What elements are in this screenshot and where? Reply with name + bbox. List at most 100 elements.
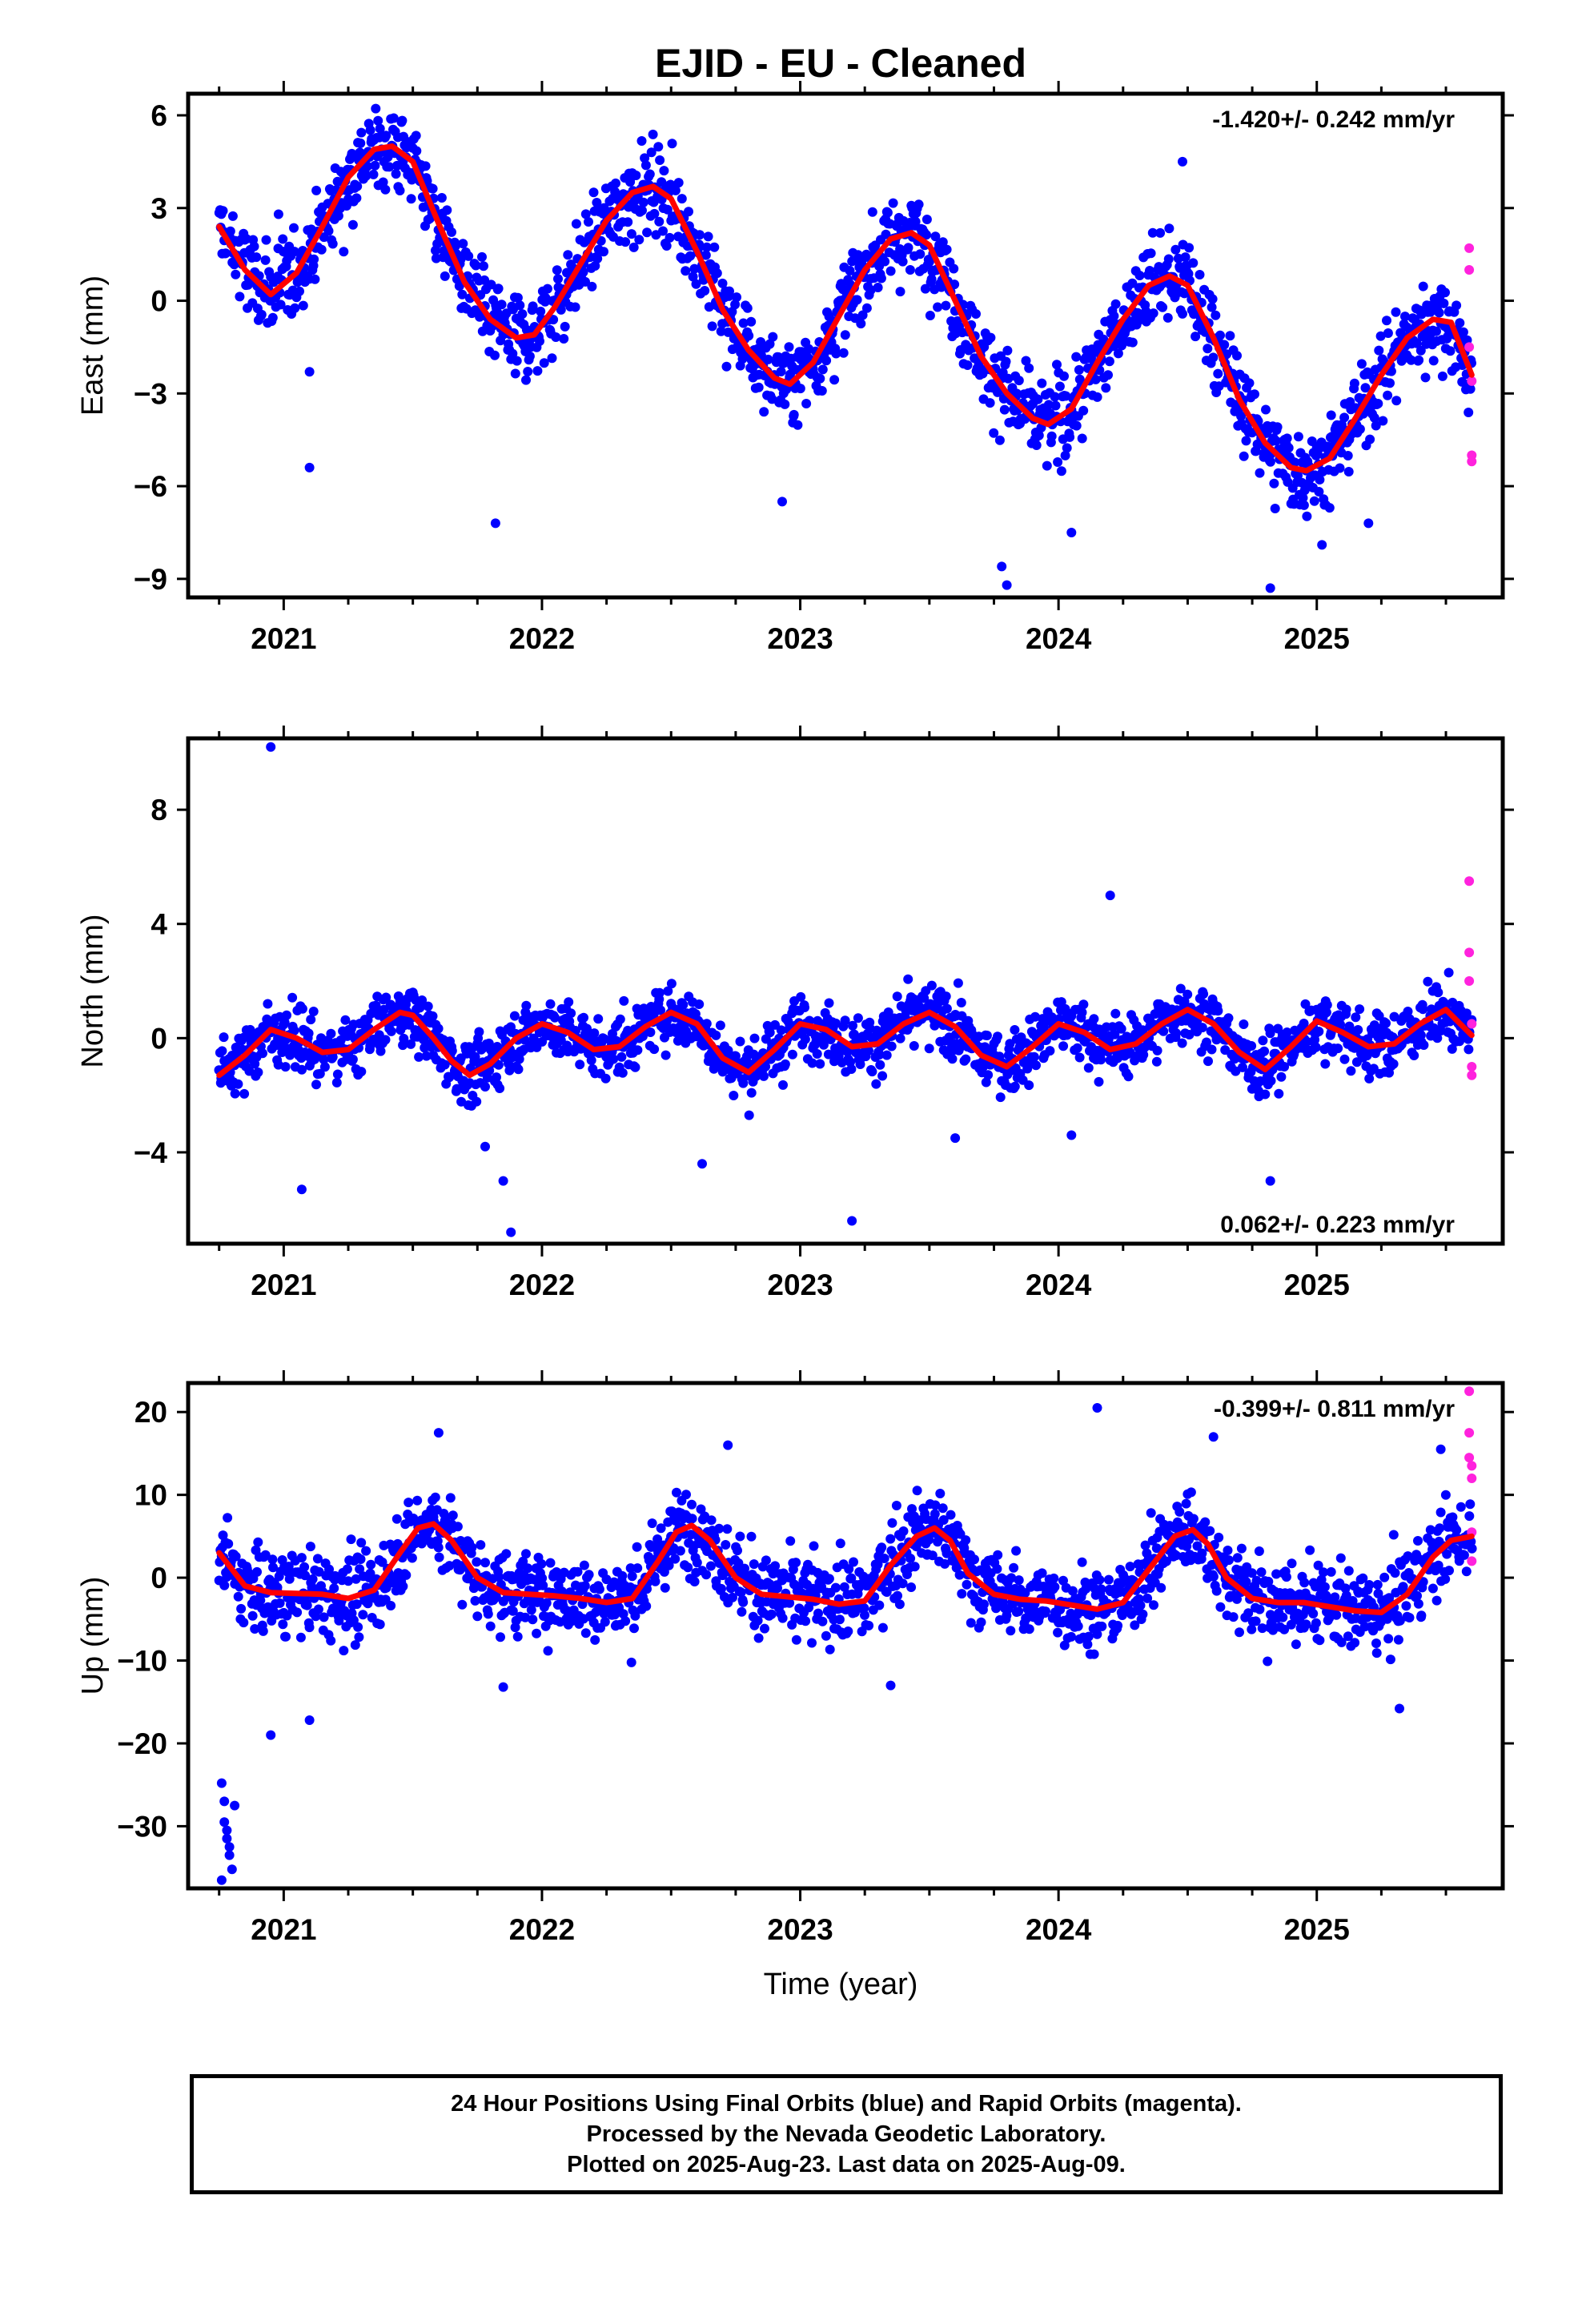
final-orbit-point <box>881 1050 892 1060</box>
final-orbit-point <box>551 332 561 342</box>
final-orbit-point <box>891 1501 901 1510</box>
final-orbit-point <box>840 1015 850 1026</box>
final-orbit-point <box>1265 456 1275 467</box>
final-orbit-point <box>885 266 896 276</box>
final-orbit-point <box>924 256 934 267</box>
final-orbit-point <box>709 242 720 252</box>
final-orbit-point <box>1151 1056 1162 1067</box>
rapid-orbit-point <box>1464 947 1475 958</box>
final-orbit-point <box>290 303 300 313</box>
x-tick-label: 2022 <box>509 1269 575 1301</box>
final-orbit-point <box>1211 310 1221 320</box>
final-orbit-point <box>926 274 937 284</box>
final-orbit-point <box>824 1574 834 1584</box>
plot-area-east <box>214 103 1477 593</box>
final-orbit-point <box>617 1570 628 1581</box>
final-orbit-point <box>590 261 600 271</box>
final-orbit-point <box>323 226 334 236</box>
final-orbit-point <box>733 1546 742 1556</box>
final-orbit-point <box>777 1613 788 1623</box>
final-orbit-point <box>992 1564 1002 1574</box>
final-orbit-point <box>471 260 481 271</box>
final-orbit-point <box>716 326 726 336</box>
final-orbit-point <box>907 1504 917 1514</box>
final-orbit-point <box>1195 270 1205 279</box>
final-orbit-point <box>1287 1558 1297 1569</box>
final-orbit-point <box>848 1020 857 1031</box>
final-orbit-point <box>1298 493 1308 503</box>
final-orbit-point <box>905 265 915 275</box>
final-orbit-point <box>1251 1575 1262 1586</box>
final-orbit-point <box>579 1560 589 1570</box>
final-orbit-point <box>371 103 381 114</box>
final-orbit-point <box>930 1509 940 1519</box>
final-orbit-point <box>648 129 658 139</box>
final-orbit-point <box>696 1504 706 1514</box>
final-orbit-point <box>1272 422 1283 432</box>
final-orbit-point <box>457 289 468 300</box>
final-orbit-point <box>1247 1624 1257 1634</box>
final-orbit-point <box>742 303 753 313</box>
final-orbit-point <box>1261 404 1271 415</box>
final-orbit-point <box>1431 326 1441 336</box>
final-orbit-point <box>283 1562 294 1572</box>
final-orbit-point <box>430 1492 440 1502</box>
final-orbit-point <box>1205 1526 1215 1536</box>
final-orbit-point <box>1162 312 1173 323</box>
final-orbit-point <box>496 300 507 310</box>
final-orbit-point <box>521 1000 532 1011</box>
final-orbit-point <box>1123 1072 1134 1082</box>
final-orbit-point <box>1050 400 1061 411</box>
final-orbit-point <box>412 1495 423 1506</box>
final-orbit-point <box>1341 1590 1351 1601</box>
final-orbit-point <box>311 185 322 195</box>
final-orbit-point <box>545 1558 556 1568</box>
final-orbit-point <box>853 1013 863 1023</box>
y-tick-label: 4 <box>151 908 167 941</box>
final-orbit-point <box>304 1622 315 1633</box>
final-orbit-point <box>536 1558 547 1569</box>
final-orbit-point <box>370 160 380 171</box>
final-orbit-point <box>1207 294 1218 304</box>
final-orbit-point <box>989 428 999 438</box>
final-orbit-point <box>615 1014 625 1024</box>
final-orbit-point <box>654 216 665 227</box>
final-orbit-point <box>620 237 631 247</box>
final-orbit-point <box>509 1011 520 1021</box>
final-orbit-point <box>575 1059 585 1070</box>
final-orbit-point <box>1056 466 1066 476</box>
final-orbit-point <box>1203 1056 1213 1067</box>
final-orbit-point <box>362 161 372 171</box>
final-orbit-point <box>373 115 383 126</box>
final-orbit-point <box>1439 298 1449 308</box>
final-orbit-point <box>493 283 504 294</box>
final-orbit-point <box>717 278 728 288</box>
final-orbit-point <box>411 131 421 141</box>
final-orbit-point <box>340 1015 351 1025</box>
final-orbit-point <box>532 1628 542 1638</box>
final-orbit-point <box>1103 370 1113 380</box>
final-orbit-point <box>282 1610 292 1621</box>
final-orbit-point <box>417 995 428 1005</box>
final-orbit-point <box>620 1616 631 1626</box>
final-orbit-point <box>436 193 447 203</box>
y-tick-label: −6 <box>134 470 167 503</box>
final-orbit-point <box>703 231 713 242</box>
final-orbit-point <box>479 261 488 271</box>
y-tick-label: 0 <box>151 285 167 318</box>
final-orbit-point <box>358 1610 368 1620</box>
final-orbit-point <box>761 1061 771 1072</box>
final-orbit-point <box>332 1069 343 1080</box>
final-orbit-point <box>1008 1598 1018 1609</box>
final-orbit-point <box>994 435 1005 445</box>
final-orbit-point <box>1236 1543 1247 1554</box>
final-orbit-point <box>711 1030 721 1040</box>
final-orbit-point <box>1355 424 1365 434</box>
final-orbit-point <box>1170 244 1181 255</box>
final-orbit-point <box>815 1059 825 1069</box>
final-orbit-point <box>1014 376 1024 386</box>
final-orbit-point <box>617 1068 628 1078</box>
final-orbit-point <box>1110 1029 1120 1039</box>
final-orbit-point <box>903 974 913 984</box>
